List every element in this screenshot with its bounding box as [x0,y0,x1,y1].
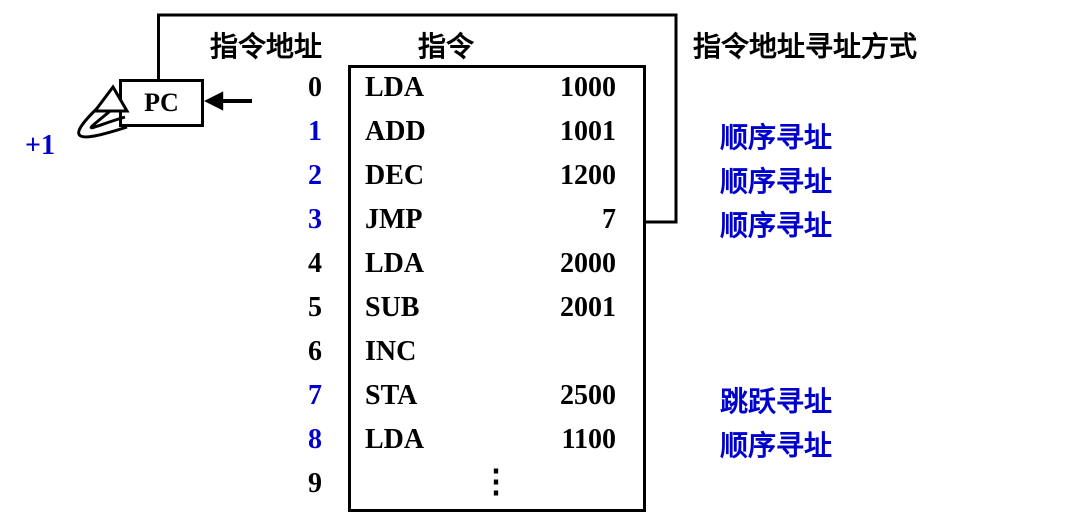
pc-input-arrow [204,91,252,110]
addressing-mode-label: 顺序寻址 [720,160,832,200]
address-number: 2 [282,160,322,192]
instruction-opcode: JMP [365,204,423,236]
pc-label: PC [144,88,179,118]
instruction-opcode: INC [365,336,416,368]
vertical-ellipsis: ⋮ [480,462,512,500]
address-number: 4 [282,248,322,280]
address-number: 7 [282,380,322,412]
address-number: 5 [282,292,322,324]
addressing-mode-label: 顺序寻址 [720,116,832,156]
instruction-operand: 1000 [496,72,616,104]
addressing-mode-label: 顺序寻址 [720,424,832,464]
instruction-opcode: LDA [365,248,424,280]
instruction-operand: 1200 [496,160,616,192]
header-instruction: 指令 [418,25,474,65]
pc-increment-label: +1 [25,130,55,162]
instruction-operand: 2001 [496,292,616,324]
address-number: 3 [282,204,322,236]
instruction-opcode: LDA [365,424,424,456]
instruction-opcode: STA [365,380,417,412]
instruction-opcode: ADD [365,116,426,148]
instruction-operand: 7 [496,204,616,236]
addressing-mode-label: 跳跃寻址 [720,380,832,420]
instruction-operand: 2500 [496,380,616,412]
header-addressing-mode: 指令地址寻址方式 [693,25,917,65]
instruction-opcode: SUB [365,292,419,324]
instruction-operand: 1100 [496,424,616,456]
address-number: 6 [282,336,322,368]
address-number: 0 [282,72,322,104]
instruction-operand: 1001 [496,116,616,148]
address-number: 9 [282,468,322,500]
header-address: 指令地址 [210,25,322,65]
address-number: 1 [282,116,322,148]
pc-register-box: PC [119,79,204,127]
instruction-operand: 2000 [496,248,616,280]
addressing-mode-label: 顺序寻址 [720,204,832,244]
instruction-opcode: DEC [365,160,424,192]
instruction-opcode: LDA [365,72,424,104]
address-number: 8 [282,424,322,456]
